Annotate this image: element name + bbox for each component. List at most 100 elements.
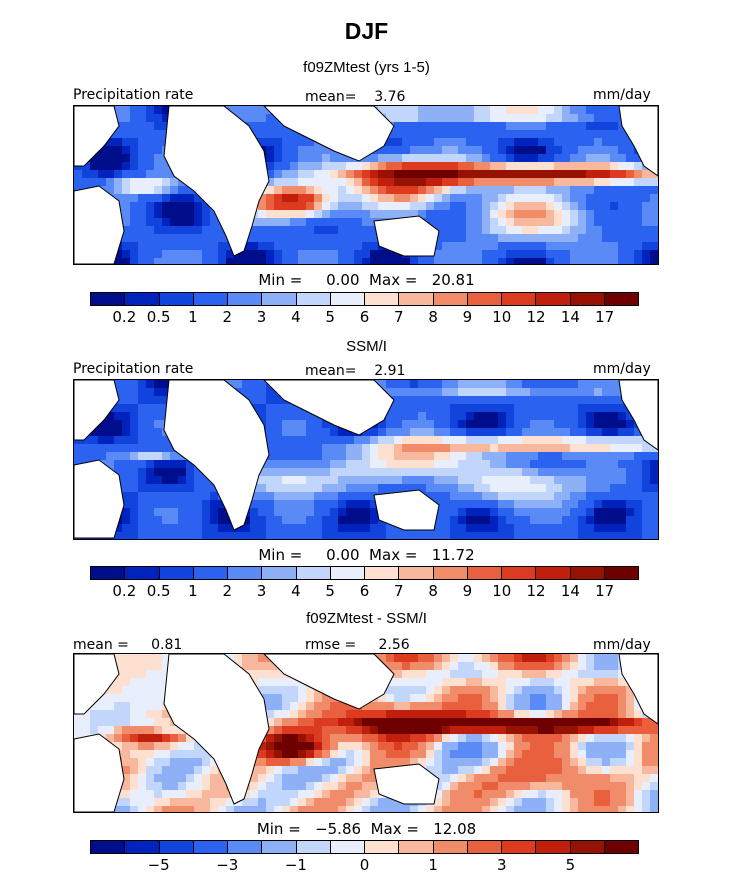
colorbar-tick-label: 6 — [359, 308, 370, 326]
panel-2-left-label: Precipitation rate — [73, 361, 194, 377]
colorbar-tick-label: 12 — [526, 582, 546, 600]
land-mass — [74, 106, 120, 167]
panel-2-colorbar-ticks: 0.2 0.5 1 2 3 4 5 6 7 8 9 10 12 14 17 — [90, 582, 639, 600]
colorbar-tick-label: 17 — [595, 582, 615, 600]
colorbar-swatch — [296, 841, 331, 853]
colorbar-swatch — [467, 841, 502, 853]
colorbar-tick-label: 8 — [428, 582, 438, 600]
panel-1-mean-label: mean= 3.76 — [305, 89, 406, 105]
colorbar-swatch — [467, 567, 502, 579]
colorbar-swatch — [365, 567, 400, 579]
panel-2-colorbar — [90, 566, 639, 580]
colorbar-swatch — [262, 293, 297, 305]
colorbar-swatch — [570, 293, 605, 305]
panel-3-minmax: Min = −5.86 Max = 12.08 — [256, 820, 477, 838]
land-mass — [74, 380, 120, 441]
colorbar-tick-label: 9 — [462, 582, 473, 600]
colorbar-swatch — [262, 841, 297, 853]
colorbar-swatch — [159, 293, 194, 305]
colorbar-tick-label: 10 — [492, 308, 512, 326]
land-mass — [373, 489, 440, 531]
colorbar-swatch — [433, 841, 468, 853]
panel-1-colorbar-ticks: 0.2 0.5 1 2 3 4 5 6 7 8 9 10 12 14 17 — [90, 308, 639, 326]
colorbar-swatch — [365, 293, 400, 305]
colorbar-tick-label: 5 — [325, 582, 335, 600]
colorbar-tick-label: 2 — [222, 308, 233, 326]
land-mass — [74, 185, 125, 264]
panel-3-title: f09ZMtest - SSM/I — [306, 610, 427, 627]
colorbar-swatch — [193, 567, 228, 579]
land-mass — [163, 106, 270, 257]
colorbar-tick-label: 7 — [394, 582, 404, 600]
panel-2-field — [74, 380, 658, 539]
panel-1-left-label: Precipitation rate — [73, 87, 194, 103]
colorbar-swatch — [330, 567, 365, 579]
colorbar-swatch — [262, 567, 297, 579]
colorbar-tick-label: −5 — [147, 856, 170, 874]
colorbar-tick-label: 7 — [394, 308, 404, 326]
colorbar-swatch — [604, 567, 638, 579]
colorbar-swatch — [502, 293, 537, 305]
colorbar-swatch — [228, 841, 263, 853]
colorbar-tick-label: 3 — [256, 582, 267, 600]
panel-3-mean-label: mean = 0.81 — [73, 637, 183, 653]
colorbar-swatch — [91, 567, 126, 579]
panel-1-colorbar — [90, 292, 639, 306]
panel-2-units-label: mm/day — [593, 361, 651, 377]
land-mass — [74, 459, 125, 539]
colorbar-tick-label: 10 — [492, 582, 512, 600]
colorbar-tick-label: −3 — [216, 856, 239, 874]
season-title: DJF — [344, 18, 389, 44]
colorbar-swatch — [433, 293, 468, 305]
colorbar-tick-label: 3 — [256, 308, 267, 326]
panel-3-rmse-label: rmse = 2.56 — [305, 637, 410, 653]
colorbar-swatch — [536, 567, 571, 579]
colorbar-swatch — [228, 567, 263, 579]
colorbar-tick-label: 4 — [291, 582, 301, 600]
colorbar-tick-label: 1 — [428, 856, 438, 874]
colorbar-swatch — [536, 293, 571, 305]
land-mass — [263, 654, 395, 710]
colorbar-swatch — [502, 841, 537, 853]
colorbar-tick-label: −1 — [284, 856, 307, 874]
colorbar-tick-label: 2 — [222, 582, 233, 600]
colorbar-swatch — [125, 567, 160, 579]
colorbar-swatch — [570, 841, 605, 853]
panel-3-units-label: mm/day — [593, 637, 651, 653]
panel-3-colorbar — [90, 840, 639, 854]
colorbar-swatch — [91, 293, 126, 305]
colorbar-tick-label: 1 — [188, 308, 198, 326]
colorbar-tick-label: 5 — [325, 308, 335, 326]
colorbar-tick-label: 0.2 — [112, 582, 137, 600]
land-mass — [618, 654, 658, 725]
panel-1-units-label: mm/day — [593, 87, 651, 103]
panel-3-map — [73, 653, 659, 813]
colorbar-swatch — [399, 841, 434, 853]
colorbar-tick-label: 14 — [560, 582, 580, 600]
colorbar-swatch — [467, 293, 502, 305]
colorbar-swatch — [159, 567, 194, 579]
colorbar-swatch — [330, 841, 365, 853]
land-mass — [263, 380, 395, 436]
colorbar-swatch — [570, 567, 605, 579]
colorbar-tick-label: 0.2 — [112, 308, 137, 326]
colorbar-tick-label: 0 — [359, 856, 370, 874]
land-mass — [373, 215, 440, 257]
colorbar-swatch — [399, 567, 434, 579]
colorbar-tick-label: 17 — [595, 308, 615, 326]
panel-2-mean-label: mean= 2.91 — [305, 363, 406, 379]
colorbar-swatch — [125, 293, 160, 305]
colorbar-swatch — [91, 841, 126, 853]
colorbar-swatch — [193, 841, 228, 853]
panel-2-map — [73, 379, 659, 540]
panel-2-minmax: Min = 0.00 Max = 11.72 — [258, 546, 475, 564]
panel-1-map — [73, 105, 659, 265]
land-mass — [74, 654, 120, 715]
colorbar-swatch — [330, 293, 365, 305]
colorbar-tick-label: 0.5 — [146, 582, 171, 600]
land-mass — [263, 106, 395, 162]
colorbar-tick-label: 0.5 — [146, 308, 171, 326]
colorbar-tick-label: 6 — [359, 582, 370, 600]
colorbar-swatch — [125, 841, 160, 853]
colorbar-tick-label: 1 — [188, 582, 198, 600]
